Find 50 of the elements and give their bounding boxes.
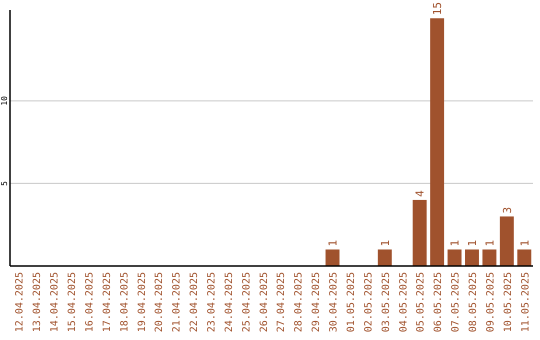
x-tick-label: 10.05.2025 — [502, 272, 514, 332]
x-tick-label: 28.04.2025 — [294, 272, 305, 332]
data-label: 1 — [378, 240, 392, 246]
bar — [517, 249, 532, 266]
x-tick-label: 29.04.2025 — [311, 272, 322, 332]
x-tick-label: 23.04.2025 — [206, 272, 218, 332]
x-tick-label: 30.04.2025 — [328, 272, 340, 332]
x-tick-label: 03.05.2025 — [380, 272, 392, 332]
data-label: 1 — [518, 240, 532, 246]
x-tick-label: 09.05.2025 — [485, 272, 496, 332]
x-tick-label: 14.04.2025 — [50, 272, 61, 332]
x-tick-label: 05.05.2025 — [416, 272, 427, 332]
x-tick-label: 13.04.2025 — [32, 272, 44, 332]
x-tick-label: 20.04.2025 — [154, 272, 166, 332]
x-tick-label: 16.04.2025 — [84, 272, 96, 332]
bar — [482, 249, 496, 266]
data-label: 15 — [431, 2, 444, 16]
x-tick-label: 04.05.2025 — [398, 272, 410, 332]
data-label: 1 — [466, 240, 479, 246]
bar — [465, 249, 479, 266]
x-tick-label: 02.05.2025 — [363, 272, 374, 332]
data-label: 4 — [414, 190, 427, 197]
x-tick-label: 11.05.2025 — [520, 272, 532, 332]
x-tick-label: 18.04.2025 — [119, 272, 130, 332]
bar — [326, 249, 340, 266]
bar — [412, 200, 427, 266]
data-label: 1 — [483, 240, 496, 246]
bar — [500, 216, 514, 266]
data-label: 1 — [326, 240, 340, 246]
x-tick-label: 17.04.2025 — [102, 272, 113, 332]
x-tick-label: 19.04.2025 — [136, 272, 148, 332]
data-label: 1 — [448, 240, 462, 246]
x-tick-label: 24.04.2025 — [224, 272, 235, 332]
y-tick-label: 5 — [0, 180, 9, 186]
x-tick-label: 25.04.2025 — [241, 272, 252, 332]
bar — [378, 249, 392, 266]
data-label: 3 — [500, 206, 514, 214]
x-tick-label: 26.04.2025 — [258, 272, 270, 332]
x-tick-label: 01.05.2025 — [346, 272, 357, 332]
x-tick-label: 07.05.2025 — [450, 272, 462, 332]
x-tick-label: 08.05.2025 — [468, 272, 479, 332]
x-tick-label: 12.04.2025 — [14, 272, 26, 332]
bar — [430, 18, 444, 266]
x-tick-label: 15.04.2025 — [67, 272, 78, 332]
x-tick-label: 27.04.2025 — [276, 272, 288, 332]
x-tick-label: 21.04.2025 — [172, 272, 183, 332]
bar — [448, 249, 462, 266]
x-tick-label: 06.05.2025 — [433, 272, 444, 332]
y-tick-label: 10 — [0, 96, 9, 106]
x-tick-label: 22.04.2025 — [189, 272, 200, 332]
